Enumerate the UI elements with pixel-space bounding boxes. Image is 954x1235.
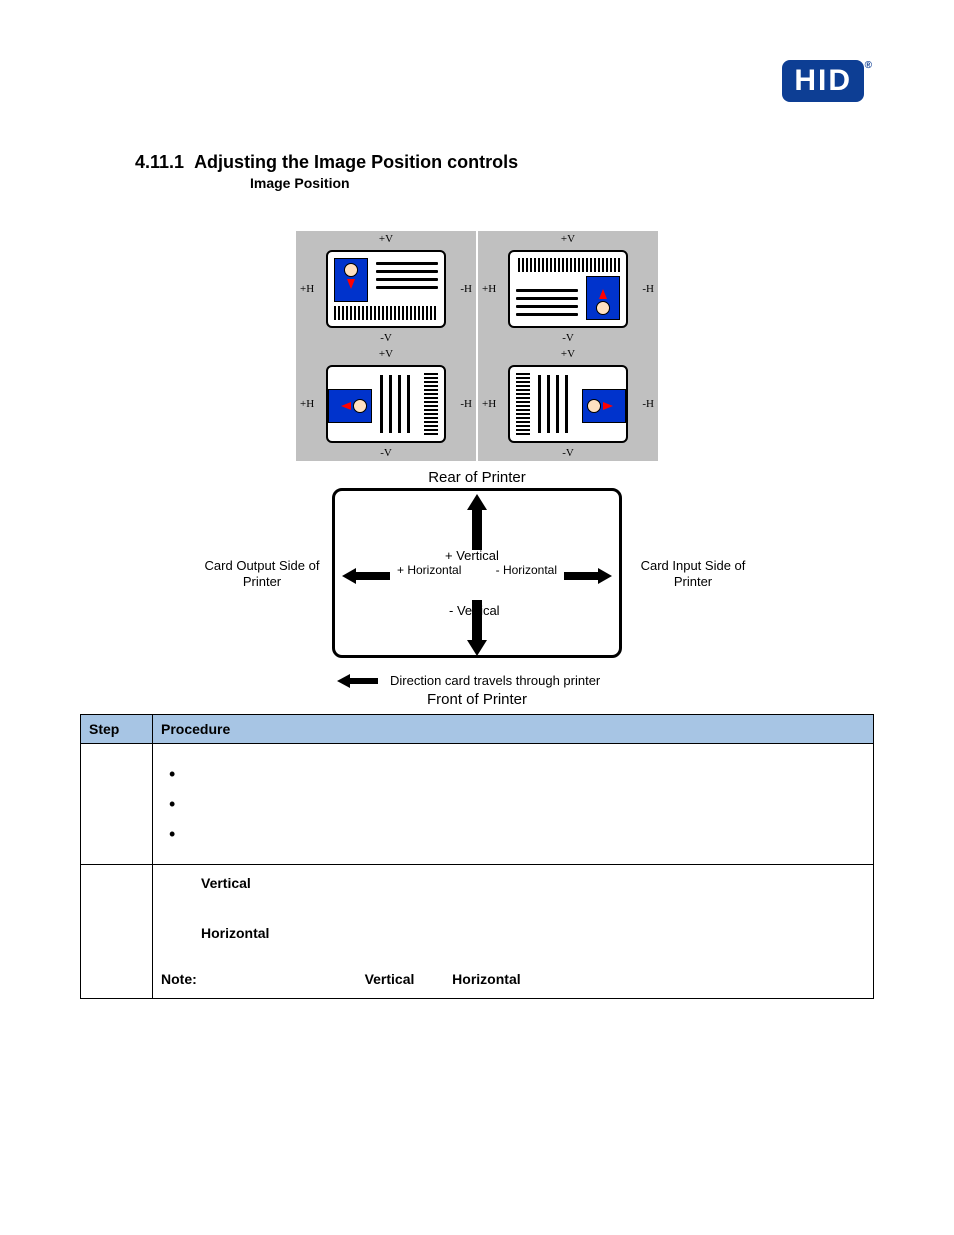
note-horizontal: Horizontal <box>452 971 520 987</box>
card-panel-3: +V -V +H -H <box>296 346 476 461</box>
card-panel-1: +V -V +H -H <box>296 231 476 346</box>
note-vertical: Vertical <box>365 971 415 987</box>
id-card-portrait-orientation-left <box>326 365 446 443</box>
header-logo-area: HID <box>80 60 874 102</box>
hid-logo: HID <box>782 60 864 102</box>
table-header-procedure: Procedure <box>153 715 874 744</box>
id-card-rotated-180 <box>508 250 628 328</box>
arrow-down-icon <box>467 640 487 656</box>
horizontal-label: Horizontal <box>201 921 865 946</box>
table-row <box>81 744 874 865</box>
panel-label-left: +H <box>300 398 314 410</box>
panel-label-top: +V <box>561 233 575 245</box>
note-label: Note: <box>161 971 197 987</box>
label-minus-vertical: - Vertical <box>449 603 500 619</box>
arrow-left-icon <box>342 568 356 584</box>
table-row: Vertical Horizontal Note: Vertical Horiz… <box>81 865 874 999</box>
label-minus-horizontal: - Horizontal <box>496 563 557 577</box>
panel-label-top: +V <box>561 348 575 360</box>
panel-label-left: +H <box>482 283 496 295</box>
rear-of-printer-label: Rear of Printer <box>80 469 874 486</box>
panel-label-right: -H <box>642 283 654 295</box>
list-item <box>187 828 865 840</box>
label-plus-vertical: + Vertical <box>445 548 499 564</box>
panel-label-top: +V <box>379 348 393 360</box>
panel-label-bottom: -V <box>380 332 392 344</box>
card-direction-row: Direction card travels through printer <box>337 673 600 688</box>
label-card-input: Card Input Side of Printer <box>629 558 757 589</box>
vertical-label: Vertical <box>201 871 865 896</box>
procedure-table: Step Procedure Vertical Horizontal Note: <box>80 714 874 999</box>
card-panel-2: +V -V +H -H <box>478 231 658 346</box>
panel-label-right: -H <box>460 398 472 410</box>
panel-label-left: +H <box>300 283 314 295</box>
front-of-printer-label: Front of Printer <box>427 691 527 708</box>
panel-label-right: -H <box>460 283 472 295</box>
orientation-card-grid: +V -V +H -H +V -V +H -H <box>80 231 874 461</box>
note-line: Note: Vertical Horizontal <box>161 967 865 992</box>
panel-label-left: +H <box>482 398 496 410</box>
id-card-portrait-orientation-right <box>508 365 628 443</box>
heading-title: Adjusting the Image Position controls <box>194 152 518 173</box>
direction-arrow-icon <box>337 674 350 688</box>
list-item <box>187 768 865 780</box>
list-item <box>187 798 865 810</box>
direction-text: Direction card travels through printer <box>390 673 600 688</box>
label-card-output: Card Output Side of Printer <box>197 558 327 589</box>
heading-number: 4.11.1 <box>135 152 184 173</box>
arrow-up-icon <box>467 494 487 510</box>
procedure-bullets <box>161 768 865 840</box>
panel-label-top: +V <box>379 233 393 245</box>
panel-label-right: -H <box>642 398 654 410</box>
arrow-right-icon <box>598 568 612 584</box>
id-card-portrait-landscape <box>326 250 446 328</box>
section-heading: 4.11.1 Adjusting the Image Position cont… <box>135 152 874 173</box>
table-header-step: Step <box>81 715 153 744</box>
panel-label-bottom: -V <box>562 332 574 344</box>
card-panel-4: +V -V +H -H <box>478 346 658 461</box>
panel-label-bottom: -V <box>562 447 574 459</box>
printer-direction-diagram: + Vertical - Vertical + Horizontal - Hor… <box>197 488 757 708</box>
label-plus-horizontal: + Horizontal <box>397 563 461 577</box>
panel-label-bottom: -V <box>380 447 392 459</box>
subheading: Image Position <box>250 175 874 191</box>
